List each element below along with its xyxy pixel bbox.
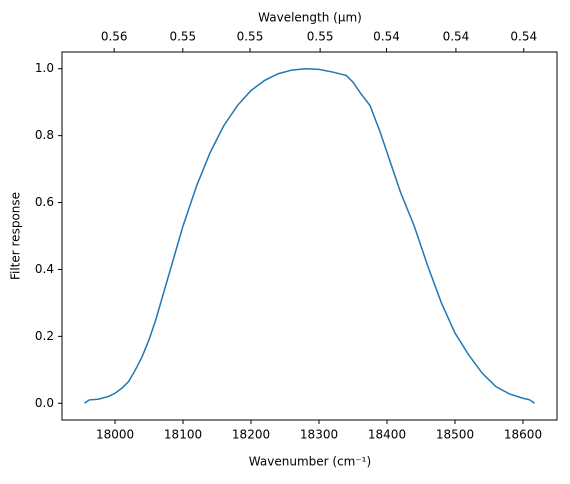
x2-tick-label: 0.54 [443,30,470,44]
y-tick-label: 0.6 [35,195,54,209]
x-tick-label: 18000 [96,428,134,442]
y-tick-label: 1.0 [35,61,54,75]
y-tick-label: 0.0 [35,396,54,410]
x-tick-label: 18400 [368,428,406,442]
x-tick-label: 18600 [504,428,542,442]
axes-frame [61,51,558,421]
x-axis-label: Wavenumber (cm⁻¹) [249,455,371,469]
data-line [84,67,535,404]
y-tick-label: 0.4 [35,262,54,276]
x-tick-label: 18200 [232,428,270,442]
x2-tick-label: 0.56 [101,30,128,44]
x-tick-label: 18500 [436,428,474,442]
y-axis-label: Filter response [9,192,23,280]
x2-tick-label: 0.55 [237,30,264,44]
x-tick-label: 18100 [164,428,202,442]
x2-tick-label: 0.55 [307,30,334,44]
y-tick-label: 0.8 [35,128,54,142]
x2-tick-label: 0.55 [169,30,196,44]
x-tick-label: 18300 [300,428,338,442]
x2-tick-label: 0.54 [373,30,400,44]
x2-tick-label: 0.54 [510,30,537,44]
x2-axis-label: Wavelength (μm) [258,11,362,25]
y-tick-label: 0.2 [35,329,54,343]
